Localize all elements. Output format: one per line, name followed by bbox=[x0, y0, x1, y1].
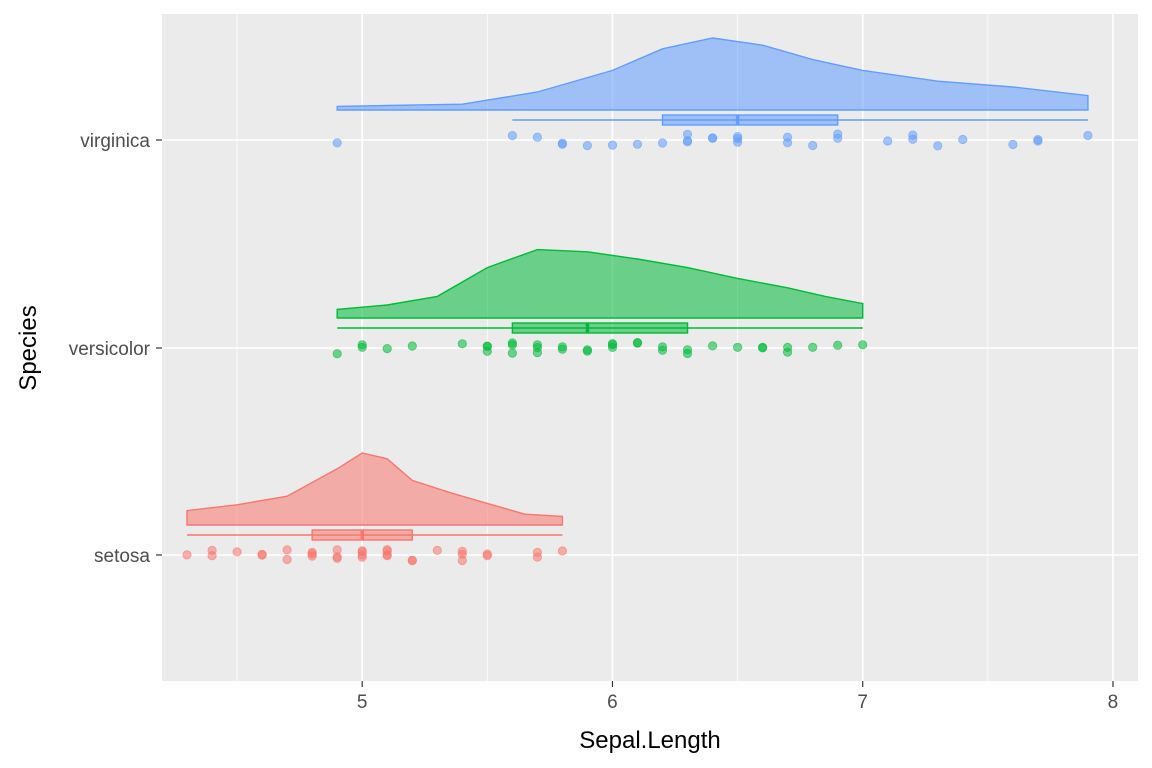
data-point-versicolor bbox=[808, 342, 818, 352]
data-point-virginica bbox=[1083, 130, 1093, 141]
data-point-versicolor bbox=[782, 342, 793, 352]
series-layer bbox=[182, 37, 1093, 566]
data-point-versicolor bbox=[682, 348, 693, 359]
data-point-versicolor bbox=[457, 339, 467, 349]
data-point-setosa bbox=[357, 546, 367, 556]
data-point-virginica bbox=[883, 136, 893, 146]
data-point-versicolor bbox=[607, 342, 618, 352]
data-point-versicolor bbox=[507, 348, 518, 358]
data-point-setosa bbox=[382, 544, 392, 555]
box-virginica bbox=[661, 114, 839, 126]
data-point-virginica bbox=[607, 140, 618, 150]
data-point-versicolor bbox=[657, 345, 668, 355]
data-point-virginica bbox=[707, 133, 718, 143]
data-point-virginica bbox=[1033, 135, 1043, 145]
x-tick-label: 7 bbox=[857, 692, 868, 713]
density-setosa bbox=[186, 452, 564, 526]
data-point-setosa bbox=[332, 545, 342, 555]
y-axis-title: Species bbox=[15, 305, 42, 390]
data-point-setosa bbox=[207, 545, 217, 556]
data-point-setosa bbox=[457, 555, 467, 566]
data-point-versicolor bbox=[332, 349, 342, 359]
data-point-versicolor bbox=[757, 342, 768, 352]
y-tick-label: setosa bbox=[94, 546, 150, 567]
data-point-setosa bbox=[407, 555, 417, 566]
data-point-virginica bbox=[782, 132, 793, 142]
data-point-setosa bbox=[232, 547, 242, 557]
x-tick-label: 8 bbox=[1108, 692, 1119, 713]
data-point-virginica bbox=[833, 133, 843, 143]
x-axis-title: Sepal.Length bbox=[579, 727, 720, 754]
data-point-virginica bbox=[808, 140, 818, 151]
data-point-virginica bbox=[908, 130, 918, 140]
y-tick-label: versicolor bbox=[69, 339, 151, 360]
data-point-setosa bbox=[182, 550, 192, 560]
series-virginica bbox=[332, 37, 1093, 151]
x-tick-label: 5 bbox=[357, 692, 368, 713]
data-point-versicolor bbox=[532, 340, 543, 350]
data-point-virginica bbox=[532, 132, 543, 142]
density-virginica bbox=[336, 37, 1089, 111]
data-point-versicolor bbox=[357, 340, 367, 350]
data-point-versicolor bbox=[707, 341, 718, 351]
data-point-setosa bbox=[532, 547, 543, 558]
data-point-virginica bbox=[732, 137, 743, 147]
data-point-virginica bbox=[557, 139, 568, 149]
data-point-versicolor bbox=[582, 345, 593, 355]
data-point-setosa bbox=[282, 545, 292, 555]
data-point-versicolor bbox=[732, 342, 743, 352]
data-point-virginica bbox=[682, 129, 693, 139]
data-point-virginica bbox=[507, 131, 518, 141]
data-point-virginica bbox=[332, 138, 342, 148]
data-point-versicolor bbox=[833, 340, 843, 350]
series-versicolor bbox=[332, 248, 868, 359]
data-point-virginica bbox=[958, 134, 968, 145]
y-tick-label: virginica bbox=[80, 131, 150, 152]
x-tick-label: 6 bbox=[607, 692, 618, 713]
data-point-virginica bbox=[632, 139, 643, 149]
data-point-versicolor bbox=[632, 337, 643, 348]
data-point-virginica bbox=[582, 141, 593, 151]
data-point-setosa bbox=[282, 554, 292, 565]
data-point-setosa bbox=[557, 546, 568, 556]
data-point-versicolor bbox=[407, 341, 417, 351]
data-point-virginica bbox=[1008, 139, 1018, 150]
data-point-versicolor bbox=[858, 340, 868, 350]
data-point-setosa bbox=[307, 547, 317, 558]
data-point-versicolor bbox=[382, 343, 392, 354]
data-point-virginica bbox=[933, 141, 943, 151]
series-setosa bbox=[182, 452, 568, 566]
density-versicolor bbox=[336, 248, 864, 319]
data-point-versicolor bbox=[507, 340, 518, 350]
data-point-versicolor bbox=[482, 341, 492, 351]
data-point-virginica bbox=[657, 138, 668, 148]
data-point-setosa bbox=[457, 546, 467, 556]
axes: 5 6 7 8 setosa versicolor virginica bbox=[69, 131, 1119, 713]
data-point-setosa bbox=[257, 550, 267, 560]
data-point-versicolor bbox=[557, 342, 568, 352]
data-point-setosa bbox=[482, 550, 492, 561]
data-point-setosa bbox=[432, 545, 442, 556]
box-versicolor bbox=[511, 322, 689, 334]
